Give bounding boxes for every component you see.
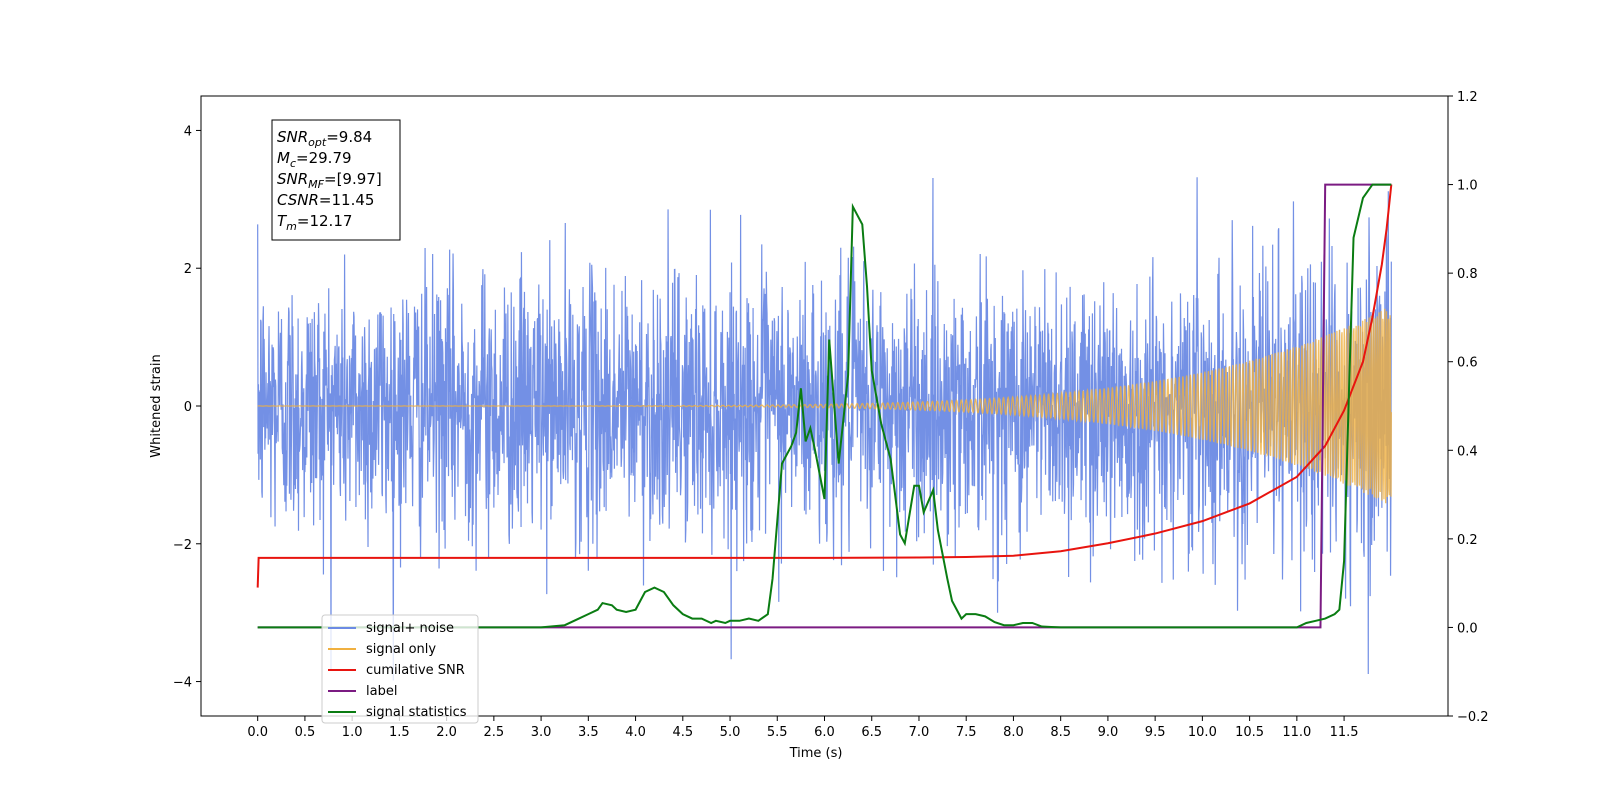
legend-frame [321, 614, 479, 724]
legend-label: label [366, 684, 397, 699]
x-tick-label: 10.0 [1188, 725, 1217, 740]
y-right-tick-label: 1.0 [1457, 179, 1478, 194]
annotation-value: =9.84 [326, 128, 372, 146]
x-tick-label: 3.5 [578, 725, 599, 740]
x-tick-label: 0.5 [295, 725, 316, 740]
x-tick-label: 11.0 [1282, 725, 1311, 740]
annotation-value: =[9.97] [324, 170, 382, 188]
series-label [257, 183, 1392, 629]
annotation-symbol: M [277, 149, 290, 167]
annotation-value: =29.79 [296, 149, 352, 167]
x-axis-label: Time (s) [789, 746, 843, 761]
y-right-tick-label: 1.2 [1457, 90, 1478, 105]
legend-label: signal+ noise [366, 621, 454, 636]
annotation-value: =12.17 [297, 212, 353, 230]
x-tick-label: 1.0 [342, 725, 363, 740]
x-tick-label: 10.5 [1235, 725, 1264, 740]
y-right-tick-label: 0.2 [1457, 533, 1478, 548]
legend-label: signal only [366, 642, 436, 657]
series-layer [256, 177, 1393, 681]
series-signal-statistics [257, 183, 1392, 629]
annotation-subscript: c [290, 157, 296, 170]
x-tick-label: 3.0 [531, 725, 552, 740]
y-axis-label-left: Whitened strain [149, 354, 164, 457]
x-tick-label: 5.0 [720, 725, 741, 740]
y-right-tick-label: 0.4 [1457, 444, 1478, 459]
y-right-tick-label: 0.0 [1457, 621, 1478, 636]
x-tick-label: 8.0 [1003, 725, 1024, 740]
legend-label: cumilative SNR [366, 663, 465, 678]
x-tick-label: 4.0 [625, 725, 646, 740]
x-tick-label: 7.5 [956, 725, 977, 740]
x-tick-label: 9.5 [1145, 725, 1166, 740]
x-tick-label: 2.0 [436, 725, 457, 740]
annotation-line: Mc=29.79 [277, 149, 352, 170]
annotation-line: SNRMF=[9.97] [277, 170, 382, 191]
series-cumulative-snr [256, 184, 1393, 588]
x-tick-label: 7.0 [909, 725, 930, 740]
x-tick-label: 5.5 [767, 725, 788, 740]
annotation-symbol: SNR [277, 170, 308, 188]
x-tick-label: 8.5 [1050, 725, 1071, 740]
annotation-symbol: T [277, 212, 288, 230]
series-signal-only [257, 308, 1392, 504]
annotation-subscript: m [286, 220, 297, 233]
annotation-subscript: opt [308, 136, 327, 149]
x-tick-label: 2.5 [484, 725, 505, 740]
y-right-tick-label: −0.2 [1457, 710, 1489, 725]
annotation-frame [271, 119, 401, 241]
annotation-symbol: CSNR [277, 191, 319, 209]
x-tick-label: 6.5 [861, 725, 882, 740]
x-tick-label: 6.0 [814, 725, 835, 740]
y-right-tick-label: 0.6 [1457, 356, 1478, 371]
x-tick-label: 1.5 [389, 725, 410, 740]
axes-layer: 0.0 0.5 1.0 1.5 2.0 2.5 3.0 3.5 4.0 4.5 5.0 5.5 6.0 6… [173, 90, 1489, 740]
annotation-subscript: MF [308, 178, 324, 191]
annotation-line: SNRopt=9.84 [277, 128, 372, 149]
annotation-value: =11.45 [319, 191, 375, 209]
y-left-tick-label: 2 [184, 262, 192, 277]
y-left-tick-label: −2 [173, 538, 192, 553]
annotation-line: CSNR=11.45 [277, 191, 374, 209]
legend: signal+ noise signal only cumilative SNR la… [321, 614, 479, 724]
annotation-box: SNRopt=9.84Mc=29.79SNRMF=[9.97]CSNR=11.4… [271, 119, 401, 241]
x-tick-label: 9.0 [1098, 725, 1119, 740]
y-right-tick-label: 0.8 [1457, 267, 1478, 282]
y-left-tick-label: 4 [184, 124, 192, 139]
y-left-tick-label: −4 [173, 676, 192, 691]
x-tick-label: 11.5 [1330, 725, 1359, 740]
annotation-line: Tm=12.17 [277, 212, 352, 233]
x-tick-label: 0.0 [247, 725, 268, 740]
annotation-symbol: SNR [277, 128, 308, 146]
x-tick-label: 4.5 [672, 725, 693, 740]
legend-label: signal statistics [366, 705, 467, 720]
y-left-tick-label: 0 [184, 400, 192, 415]
